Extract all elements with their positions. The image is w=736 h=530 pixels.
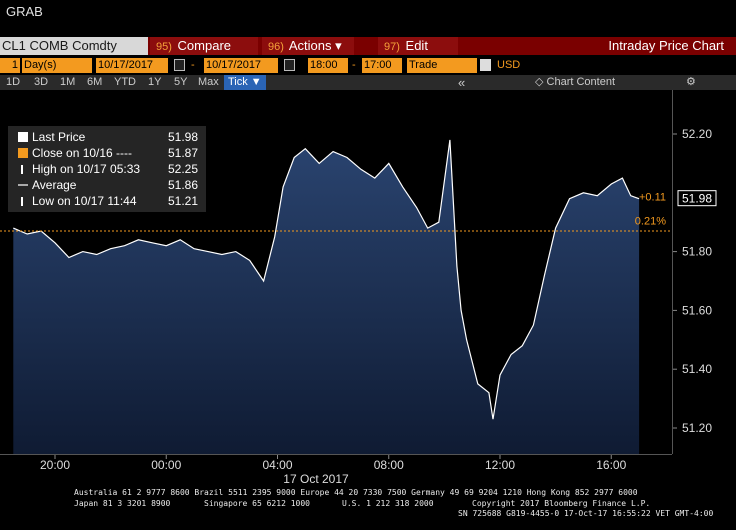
price-chart: 52.20 51.80 51.60 51.40 51.20 20:00 00:00 04:0… <box>0 90 736 486</box>
x-tick-label: 04:00 <box>262 458 292 472</box>
time-from-field[interactable]: 18:00 <box>308 58 348 73</box>
change-absolute: +0.11 <box>639 192 666 204</box>
y-axis-line <box>672 90 673 454</box>
legend-item-last: Last Price 51.98 <box>18 129 206 145</box>
range-tab-6m[interactable]: 6M <box>87 76 103 88</box>
compare-button[interactable]: 95) Compare <box>150 37 258 55</box>
date-from-field[interactable]: 10/17/2017 <box>96 58 168 73</box>
price-line <box>13 139 640 420</box>
footer-contacts-1: Australia 61 2 9777 8600 Brazil 5511 239… <box>74 488 638 497</box>
settings-bar: 1 Day(s) 10/17/2017 - 10/17/2017 18:00 -… <box>0 57 736 74</box>
legend-item-close: Close on 10/16 ---- 51.87 <box>18 145 206 161</box>
period-unit-select[interactable]: Day(s) <box>22 58 92 73</box>
actions-label: Actions <box>288 38 332 53</box>
last-price-label: 51.98 <box>682 192 712 206</box>
legend-label: Average <box>32 178 77 192</box>
compare-label: Compare <box>177 38 231 53</box>
range-toolbar: 1D 3D 1M 6M YTD 1Y 5Y Max Tick ▼ « ◇ Cha… <box>0 75 736 90</box>
x-tick-label: 12:00 <box>485 458 515 472</box>
footer-session: SN 725688 G819-4455-0 17-Oct-17 16:55:22… <box>458 509 714 518</box>
calendar-icon[interactable] <box>284 59 295 71</box>
low-marker-icon <box>21 197 23 206</box>
compare-number: 95) <box>156 41 172 53</box>
range-tab-5y[interactable]: 5Y <box>174 76 188 88</box>
period-count-field[interactable]: 1 <box>0 58 20 73</box>
axis-background <box>672 90 736 454</box>
date-label: 17 Oct 2017 <box>283 472 349 486</box>
y-tick-label: 51.40 <box>682 362 712 376</box>
time-to-field[interactable]: 17:00 <box>362 58 402 73</box>
legend-panel: Last Price 51.98 Close on 10/16 ---- 51.87… <box>8 126 206 212</box>
legend-label: High on 10/17 05:33 <box>32 162 141 176</box>
average-line-icon <box>18 184 28 186</box>
chart-content-button[interactable]: ◇ Chart Content <box>535 75 615 90</box>
range-tab-1m[interactable]: 1M <box>60 76 76 88</box>
legend-value: 51.98 <box>167 130 198 144</box>
legend-value: 52.25 <box>167 162 198 176</box>
y-axis: 52.20 51.80 51.60 51.40 51.20 <box>672 127 712 435</box>
high-marker-icon <box>21 165 23 174</box>
command-bar: CL1 COMB Comdty 95) Compare 96) Actions … <box>0 37 736 72</box>
gear-icon[interactable]: ⚙ <box>686 76 696 88</box>
legend-label: Low on 10/17 11:44 <box>32 194 137 208</box>
footer-japan: Japan 81 3 3201 8900 <box>74 499 171 508</box>
actions-number: 96) <box>268 41 284 53</box>
price-area-fill <box>13 139 640 454</box>
time-separator: - <box>352 59 356 71</box>
legend-value: 51.87 <box>167 146 198 160</box>
x-tick-label: 16:00 <box>596 458 626 472</box>
footer-us: U.S. 1 212 318 2000 <box>342 499 434 508</box>
x-tick-label: 20:00 <box>40 458 70 472</box>
edit-number: 97) <box>384 41 400 53</box>
collapse-icon[interactable]: « <box>458 75 466 90</box>
x-axis: 20:00 00:00 04:00 08:00 12:00 16:00 <box>40 454 627 472</box>
calendar-icon[interactable] <box>174 59 185 71</box>
footer-singapore: Singapore 65 6212 1000 <box>204 499 310 508</box>
date-separator: - <box>191 59 195 71</box>
y-tick-label: 52.20 <box>682 127 712 141</box>
dropdown-arrow-icon[interactable] <box>480 59 491 71</box>
range-tab-1d[interactable]: 1D <box>6 76 21 88</box>
last-price-badge: 51.98 <box>677 190 717 207</box>
y-tick-label: 51.20 <box>682 421 712 435</box>
bracket-icon: ◇ <box>535 76 544 88</box>
legend-item-high: High on 10/17 05:33 52.25 <box>18 161 206 177</box>
legend-item-low: Low on 10/17 11:44 51.21 <box>18 193 206 209</box>
x-tick-label: 00:00 <box>151 458 181 472</box>
actions-button[interactable]: 96) Actions ▾ <box>262 37 354 55</box>
currency-label: USD <box>497 59 521 71</box>
range-tab-max[interactable]: Max <box>198 76 219 88</box>
x-tick-label: 08:00 <box>374 458 404 472</box>
legend-label: Close on 10/16 ---- <box>32 146 133 160</box>
legend-value: 51.21 <box>167 194 198 208</box>
tick-dropdown[interactable]: Tick ▼ <box>224 75 266 90</box>
legend-swatch <box>18 132 28 142</box>
edit-button[interactable]: 97) Edit ▾ <box>378 37 458 72</box>
app-title: GRAB <box>6 4 43 19</box>
chart-title: Intraday Price Chart <box>608 38 724 53</box>
chart-content-label: Chart Content <box>546 76 616 88</box>
ticker-field[interactable]: CL1 COMB Comdty <box>0 37 148 55</box>
legend-value: 51.86 <box>167 178 198 192</box>
legend-item-average: Average 51.86 <box>18 177 206 193</box>
chevron-down-icon: ▾ <box>335 38 342 53</box>
range-tab-1y[interactable]: 1Y <box>148 76 162 88</box>
date-to-field[interactable]: 10/17/2017 <box>204 58 278 73</box>
price-type-select[interactable]: Trade <box>407 58 477 73</box>
range-tab-ytd[interactable]: YTD <box>114 76 136 88</box>
y-tick-label: 51.60 <box>682 303 712 317</box>
legend-swatch <box>18 148 28 158</box>
legend-label: Last Price <box>32 130 86 144</box>
edit-label: Edit <box>405 38 428 53</box>
range-tab-3d[interactable]: 3D <box>34 76 49 88</box>
change-percent: 0.21% <box>635 216 666 228</box>
x-axis-line <box>0 454 672 455</box>
footer-copyright: Copyright 2017 Bloomberg Finance L.P. <box>472 499 651 508</box>
y-tick-label: 51.80 <box>682 245 712 259</box>
